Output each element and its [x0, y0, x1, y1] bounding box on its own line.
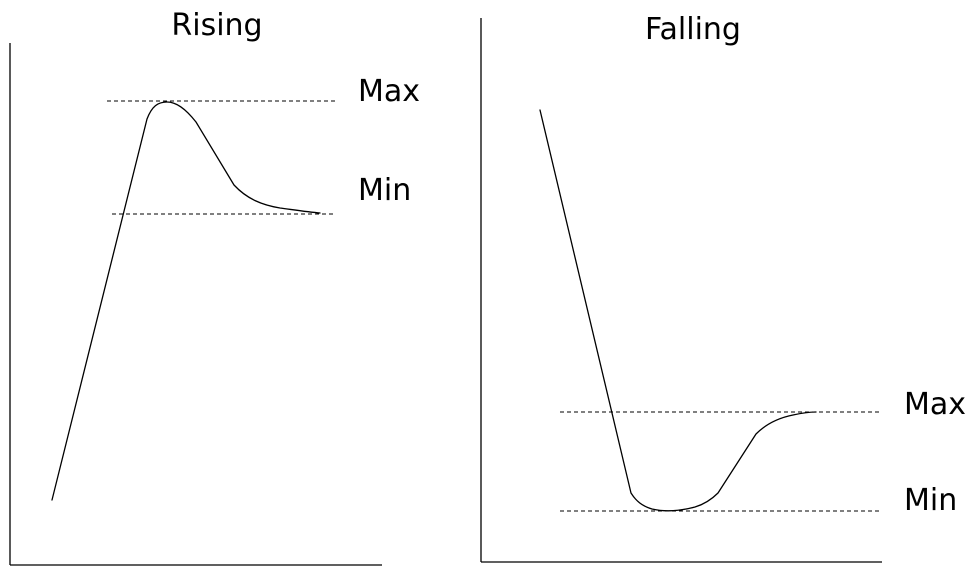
rising-min-label: Min [358, 173, 411, 208]
falling-response-curve [539, 109, 817, 512]
rising-panel: Rising Max Min [9, 8, 420, 566]
falling-title: Falling [645, 12, 741, 47]
falling-min-label: Min [904, 483, 957, 518]
rising-title: Rising [171, 8, 262, 43]
falling-panel: Falling Max Min [480, 12, 966, 563]
rising-max-label: Max [358, 74, 420, 109]
falling-max-label: Max [904, 387, 966, 422]
rising-response-curve [51, 101, 321, 501]
